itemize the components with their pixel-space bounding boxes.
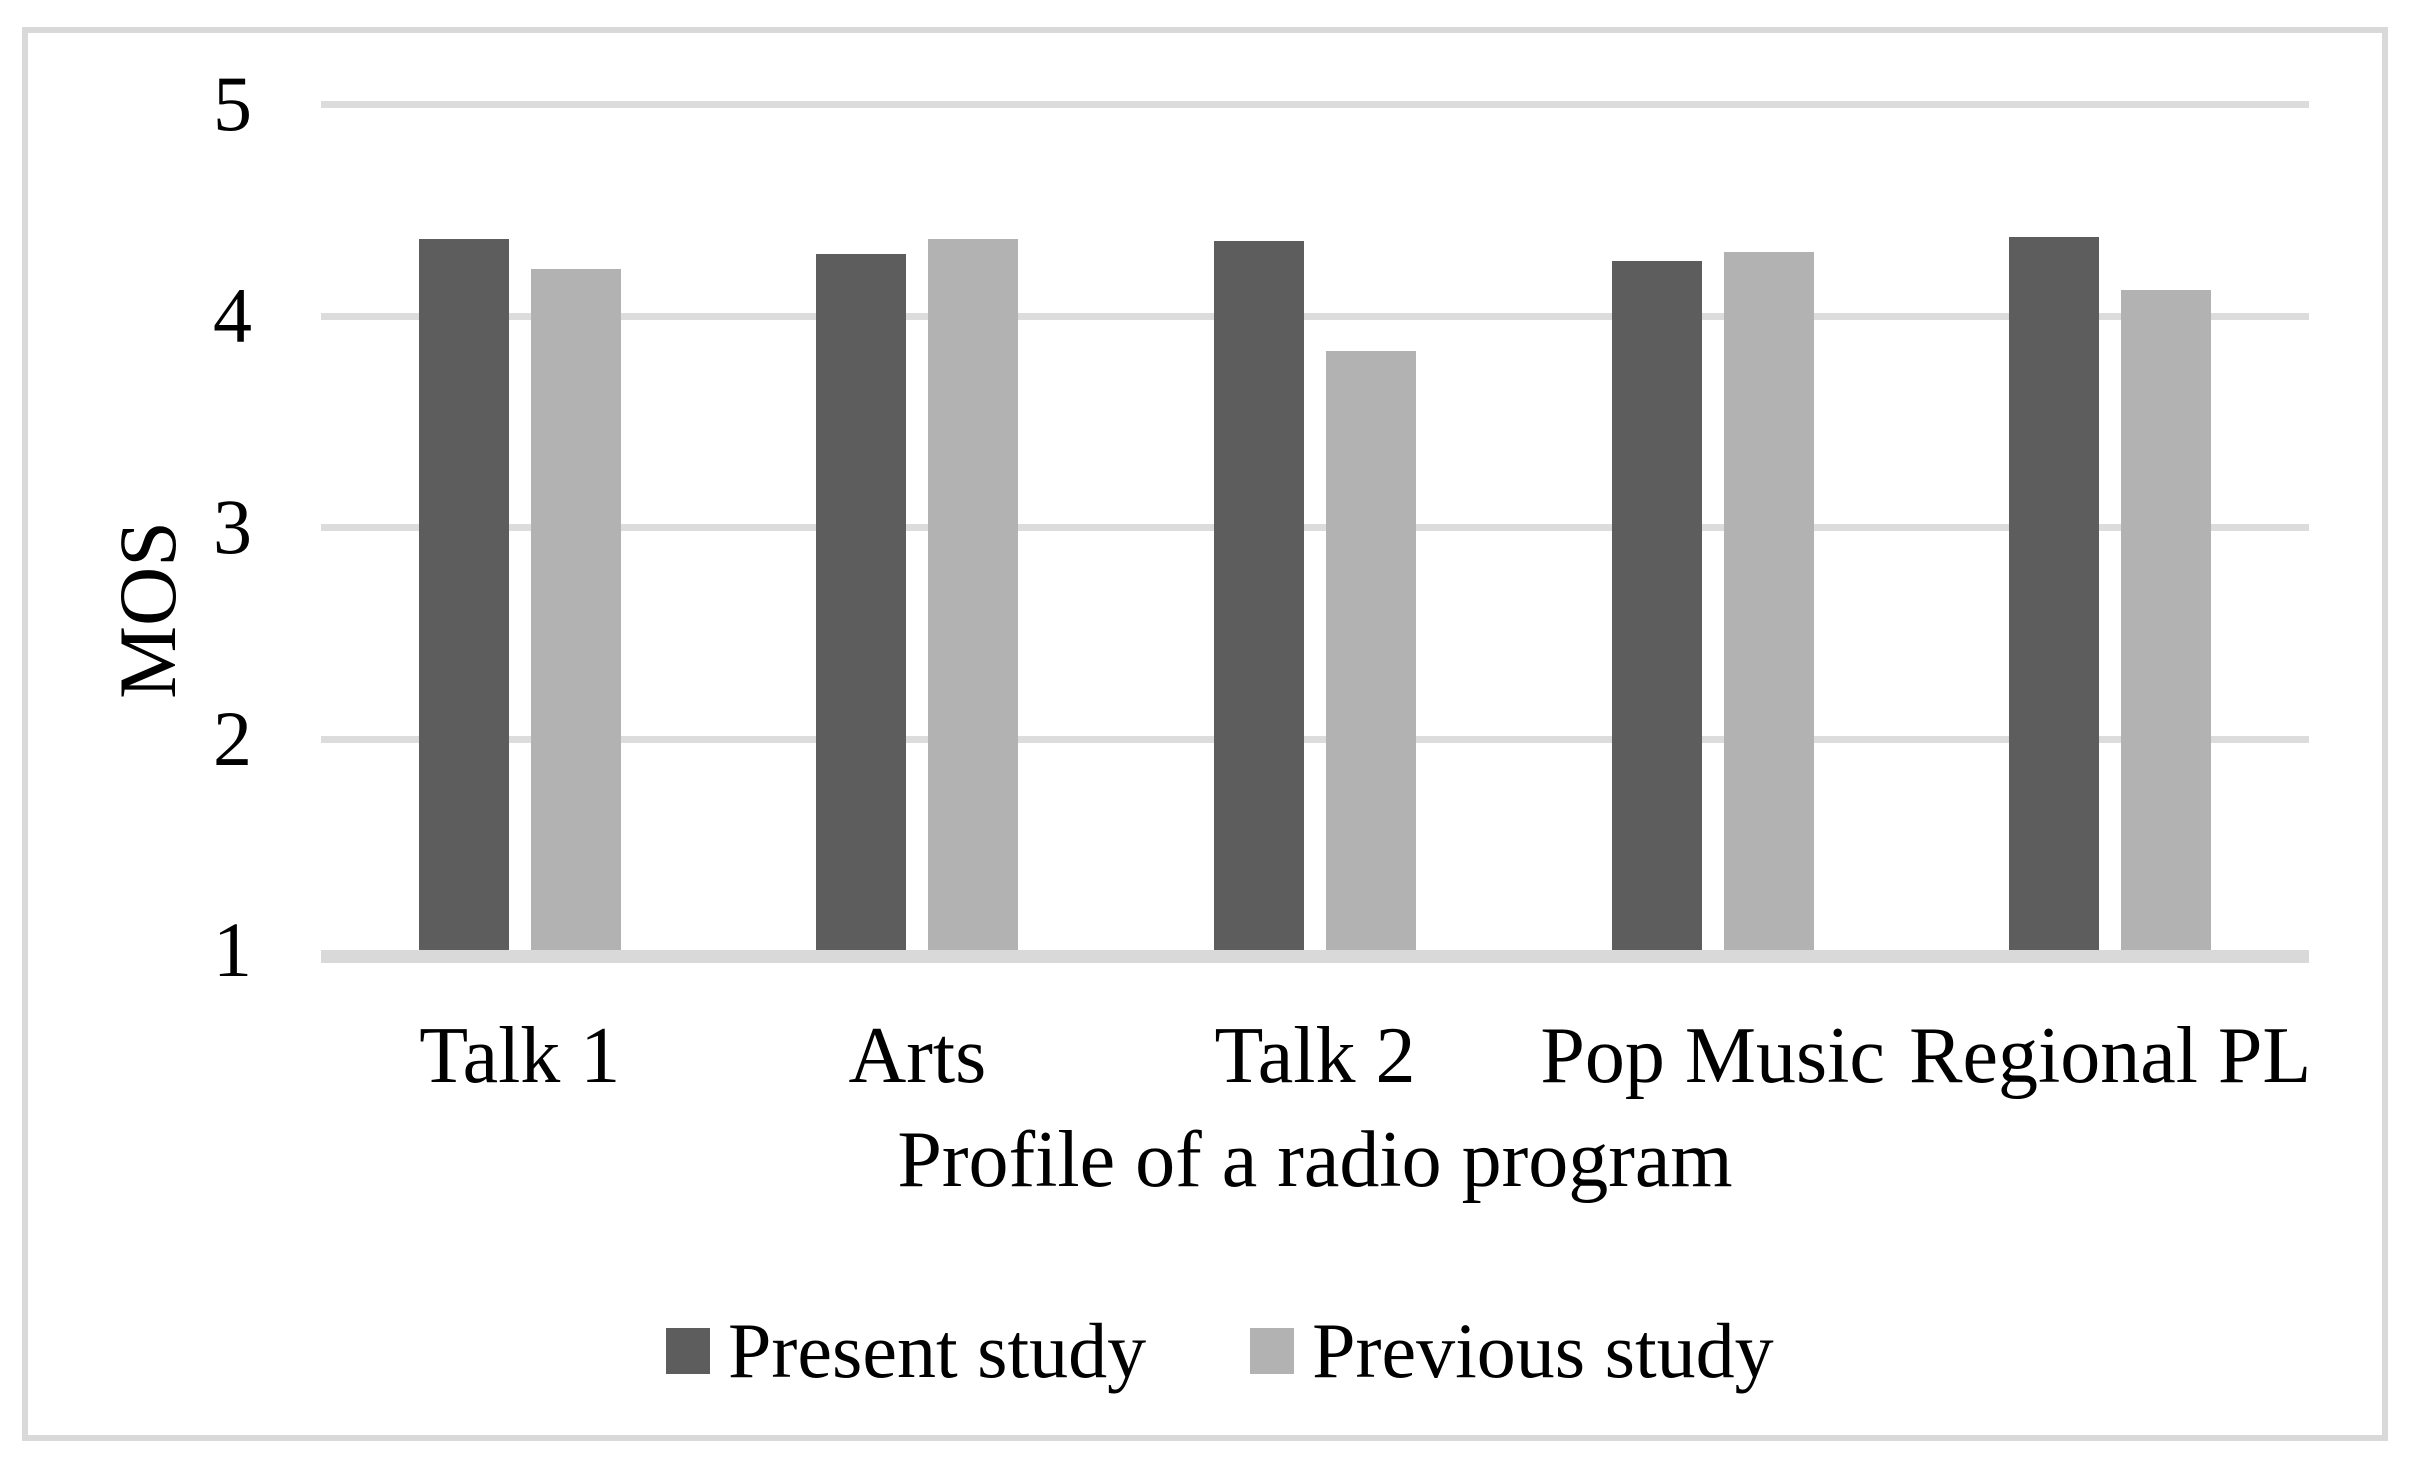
bar-previous-study-arts [928, 239, 1019, 950]
legend-item-present-study: Present study [666, 1306, 1146, 1396]
x-category-label-pop-music: Pop Music [1540, 1012, 1885, 1100]
bar-previous-study-regional-pl [2121, 290, 2212, 950]
y-axis-title: MOS [102, 521, 193, 699]
x-axis-line [321, 950, 2309, 963]
bar-previous-study-talk-2 [1326, 351, 1416, 950]
legend-item-previous-study: Previous study [1250, 1306, 1774, 1396]
x-category-label-regional-pl: Regional PL [1909, 1012, 2312, 1100]
legend-label-present-study: Present study [728, 1307, 1147, 1394]
chart-border [22, 27, 2388, 1441]
legend-label-previous-study: Previous study [1312, 1307, 1774, 1394]
gridline-5 [321, 101, 2309, 108]
legend: Present study Previous study [666, 1306, 1774, 1396]
gridline-2 [321, 735, 2309, 743]
bar-previous-study-talk-1 [530, 268, 621, 950]
legend-swatch-previous-study [1250, 1328, 1295, 1374]
bar-present-study-talk-1 [418, 239, 509, 950]
bar-present-study-regional-pl [2009, 237, 2100, 950]
y-tick-label-3: 3 [213, 483, 252, 570]
y-tick-label-1: 1 [213, 906, 252, 993]
y-tick-label-4: 4 [213, 271, 252, 359]
gridline-4 [321, 312, 2309, 320]
legend-swatch-present-study [666, 1328, 710, 1374]
x-category-label-talk-1: Talk 1 [419, 1012, 621, 1100]
gridline-3 [321, 524, 2309, 531]
x-category-label-talk-2: Talk 2 [1214, 1012, 1416, 1100]
bar-previous-study-pop-music [1723, 252, 1814, 950]
x-axis-title: Profile of a radio program [897, 1116, 1733, 1204]
y-tick-label-5: 5 [213, 60, 252, 147]
bar-present-study-arts [816, 254, 907, 950]
bar-present-study-pop-music [1611, 260, 1702, 950]
x-category-label-arts: Arts [848, 1012, 987, 1100]
bar-present-study-talk-2 [1214, 241, 1304, 950]
y-tick-label-2: 2 [213, 694, 252, 782]
